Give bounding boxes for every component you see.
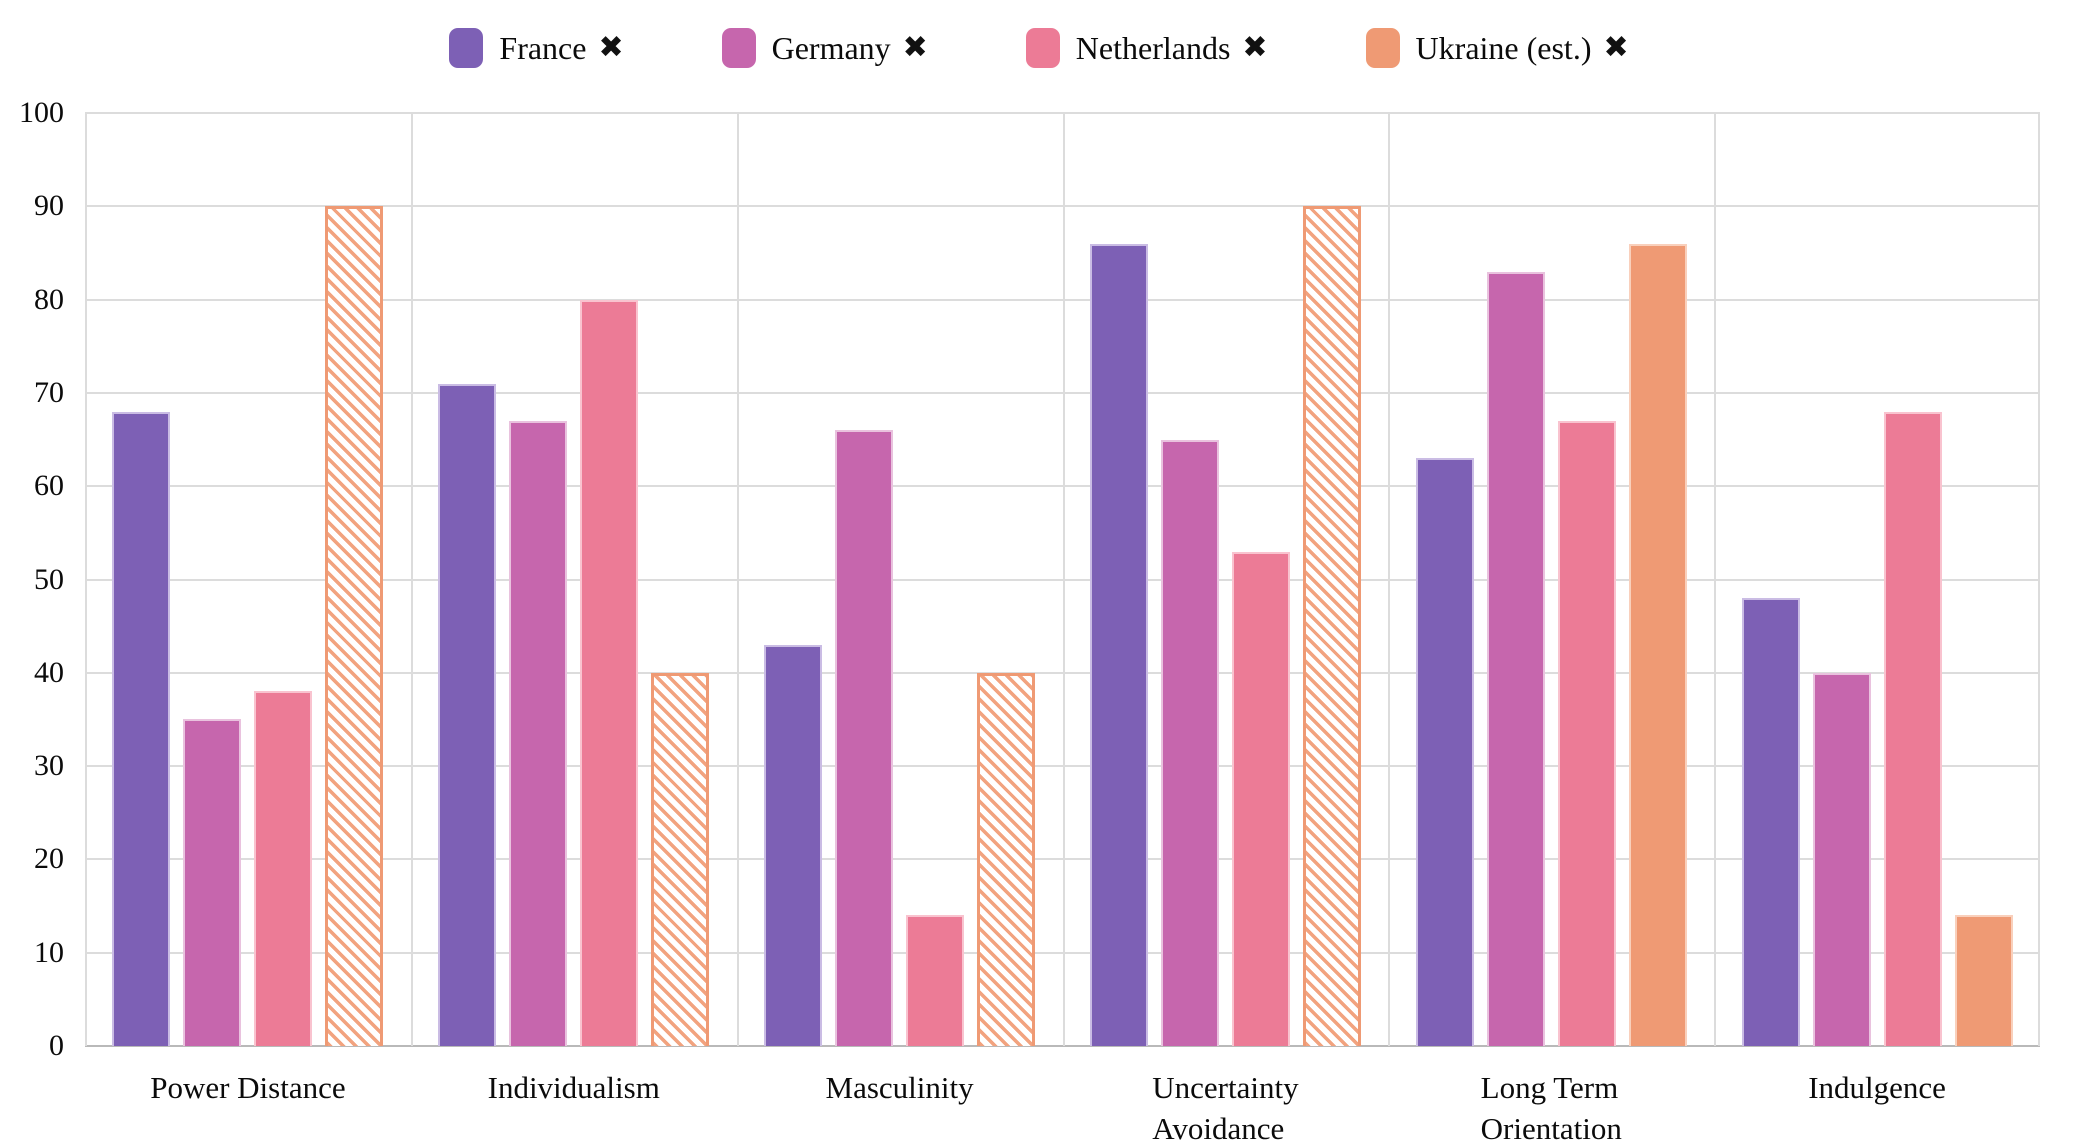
- legend-item-netherlands[interactable]: Netherlands ✖: [1025, 28, 1268, 68]
- y-tick-label-90: 90: [34, 189, 64, 223]
- bar-france-uncertainty-avoidance: [1089, 243, 1148, 1046]
- y-tick-label-70: 70: [34, 375, 64, 409]
- legend-swatch-france: [449, 28, 484, 68]
- x-axis-category-labels: Power Distance Individualism Masculinity Un…: [85, 1068, 2040, 1140]
- legend-item-france[interactable]: France ✖: [449, 28, 624, 68]
- bar-ukraine-est-power-distance: [325, 206, 384, 1046]
- legend-swatch-germany: [721, 28, 756, 68]
- category-group-long-term-orientation: [1388, 113, 1714, 1046]
- legend-label-france: France: [499, 30, 587, 66]
- bar-germany-indulgence: [1812, 672, 1871, 1046]
- y-axis-line: [85, 113, 87, 1046]
- legend-label-ukraine: Ukraine (est.): [1415, 30, 1592, 66]
- legend-remove-icon-germany[interactable]: ✖: [902, 31, 928, 64]
- category-label-text: Uncertainty Avoidance: [1152, 1070, 1299, 1140]
- legend-remove-icon-netherlands[interactable]: ✖: [1242, 31, 1268, 64]
- bar-netherlands-power-distance: [254, 691, 313, 1046]
- panel-separator: [1388, 113, 1391, 1046]
- bar-netherlands-uncertainty-avoidance: [1231, 551, 1290, 1046]
- category-label-text: Individualism: [487, 1070, 660, 1105]
- category-group-indulgence: [1714, 113, 2040, 1046]
- chart-legend: France ✖ Germany ✖ Netherlands ✖ Ukraine…: [0, 18, 2078, 78]
- panel-separator: [1714, 113, 1717, 1046]
- category-label-text: Power Distance: [150, 1070, 346, 1105]
- legend-label-germany: Germany: [771, 30, 891, 66]
- bar-netherlands-individualism: [580, 299, 639, 1046]
- panel-separator: [736, 113, 739, 1046]
- y-axis-tick-labels: 0 10 20 30 40 50 60 70 80 90 100: [0, 98, 70, 1061]
- bar-germany-individualism: [509, 420, 568, 1046]
- bar-france-power-distance: [112, 411, 171, 1046]
- legend-item-germany[interactable]: Germany ✖: [721, 28, 928, 68]
- category-group-individualism: [411, 113, 737, 1046]
- x-axis-line: [85, 1045, 2040, 1047]
- legend-remove-icon-france[interactable]: ✖: [598, 31, 624, 64]
- category-label-masculinity: Masculinity: [737, 1068, 1063, 1109]
- plot-area: [85, 112, 2040, 1047]
- bar-france-long-term-orientation: [1415, 458, 1474, 1046]
- y-tick-label-100: 100: [19, 96, 64, 129]
- legend-remove-icon-ukraine[interactable]: ✖: [1603, 31, 1629, 64]
- y-tick-label-0: 0: [49, 1029, 64, 1062]
- y-tick-label-60: 60: [34, 469, 64, 503]
- category-label-text: Long Term Orientation: [1480, 1070, 1622, 1140]
- category-group-power-distance: [85, 113, 411, 1046]
- category-label-uncertainty-avoidance: Uncertainty Avoidance: [1063, 1068, 1389, 1140]
- bar-ukraine-est-long-term-orientation: [1628, 243, 1687, 1046]
- panel-separator: [410, 113, 413, 1046]
- bar-germany-uncertainty-avoidance: [1160, 439, 1219, 1046]
- category-label-individualism: Individualism: [411, 1068, 737, 1109]
- y-tick-label-20: 20: [34, 842, 64, 876]
- legend-item-ukraine[interactable]: Ukraine (est.) ✖: [1365, 28, 1629, 68]
- y-tick-label-80: 80: [34, 282, 64, 316]
- legend-swatch-ukraine: [1365, 28, 1400, 68]
- category-group-masculinity: [737, 113, 1063, 1046]
- category-label-text: Indulgence: [1808, 1070, 1946, 1105]
- category-label-long-term-orientation: Long Term Orientation: [1388, 1068, 1714, 1140]
- bar-germany-power-distance: [183, 719, 242, 1046]
- y-tick-label-50: 50: [34, 562, 64, 596]
- category-label-text: Masculinity: [825, 1070, 974, 1105]
- bar-netherlands-indulgence: [1883, 411, 1942, 1046]
- bar-ukraine-est-individualism: [651, 672, 710, 1046]
- bar-france-indulgence: [1741, 598, 1800, 1046]
- bar-germany-masculinity: [835, 430, 894, 1046]
- category-group-uncertainty-avoidance: [1063, 113, 1389, 1046]
- panel-separator: [1062, 113, 1065, 1046]
- legend-swatch-netherlands: [1025, 28, 1060, 68]
- bar-france-individualism: [438, 383, 497, 1046]
- y-tick-label-10: 10: [34, 935, 64, 969]
- bar-germany-long-term-orientation: [1486, 271, 1545, 1046]
- panel-separator: [2038, 113, 2040, 1046]
- bar-netherlands-masculinity: [906, 915, 965, 1046]
- legend-label-netherlands: Netherlands: [1075, 30, 1231, 66]
- bar-france-masculinity: [764, 644, 823, 1046]
- bar-netherlands-long-term-orientation: [1557, 420, 1616, 1046]
- y-tick-label-40: 40: [34, 655, 64, 689]
- bar-ukraine-est-masculinity: [977, 672, 1036, 1046]
- y-tick-label-30: 30: [34, 749, 64, 783]
- bar-ukraine-est-indulgence: [1954, 915, 2013, 1046]
- category-label-power-distance: Power Distance: [85, 1068, 411, 1109]
- category-label-indulgence: Indulgence: [1714, 1068, 2040, 1109]
- bar-ukraine-est-uncertainty-avoidance: [1302, 206, 1361, 1046]
